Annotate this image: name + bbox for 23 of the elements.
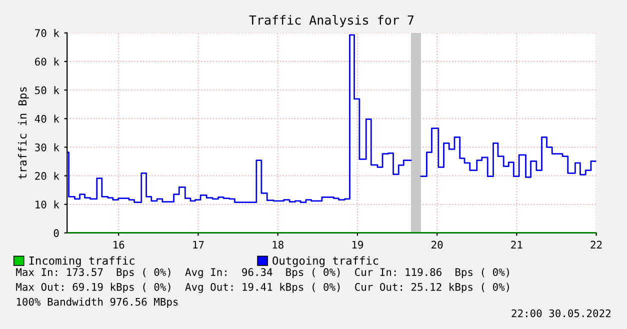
text: Max Out: 69.19 kBps ( 0%) Avg Out: 19.41 kBps ( 0%) Cur Out: 25.12 kBps ( 0%) [16, 282, 509, 293]
y-tick-label: 20 k [35, 172, 60, 180]
text: Max In: 173.57 Bps ( 0%) Avg In: 96.34 Bps ( 0%) Cur In: 119.86 Bps ( 0%) [16, 268, 509, 278]
legend-label: Incoming traffic [29, 256, 134, 268]
x-tick-label: 19 [352, 240, 364, 249]
chart-title: Traffic Analysis for 7 [249, 15, 414, 28]
text: 22:00 30.05.2022 [512, 309, 610, 318]
y-tick-label: 0 [54, 229, 59, 238]
legend-label: Outgoing traffic [272, 256, 378, 268]
x-tick-label: 20 [432, 240, 443, 249]
text: 100% Bandwidth 976.56 MBps [16, 298, 178, 308]
y-tick-label: 30 k [35, 143, 60, 152]
x-tick-label: 16 [114, 240, 124, 249]
y-tick-label: 60 k [35, 58, 60, 66]
y-tick-label: 10 k [36, 200, 60, 208]
x-tick-label: 17 [193, 240, 204, 249]
x-tick-label: 21 [511, 240, 522, 249]
x-tick-label: 18 [272, 240, 284, 249]
y-tick-label: 70 k [35, 28, 60, 38]
y-axis-title: traffic in Bps [18, 87, 29, 180]
y-tick-label: 40 k [34, 114, 60, 123]
x-tick-label: 22 [590, 240, 602, 249]
y-tick-label: 50 k [35, 86, 60, 94]
